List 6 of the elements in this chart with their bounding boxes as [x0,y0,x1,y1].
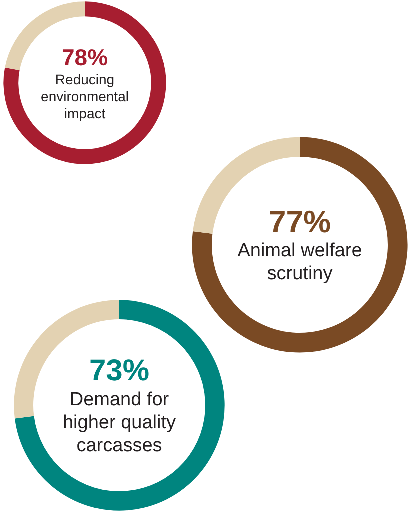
slice-label: Demand for higher quality carcasses [62,390,176,456]
slice-label: Animal welfare scrutiny [238,240,362,284]
slice-label: Reducing environmental impact [41,72,129,122]
data-label: 73% [89,354,150,388]
data-label: 78% [62,44,108,70]
data-label: 77% [268,204,332,240]
